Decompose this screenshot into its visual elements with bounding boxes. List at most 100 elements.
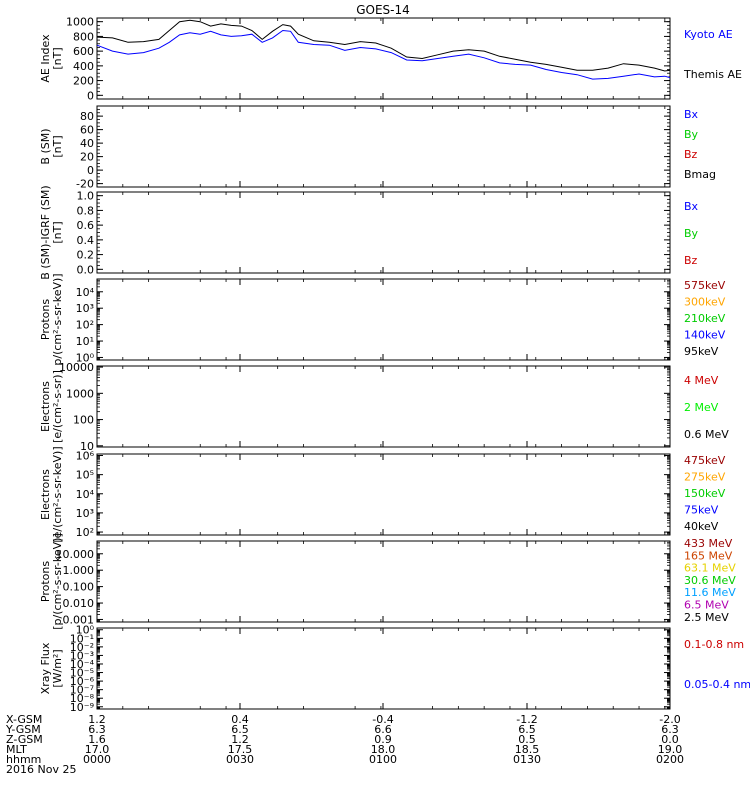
y-tick-label: 10000: [59, 361, 94, 374]
x-axis-value: 6.3: [88, 723, 106, 736]
themis-ae-line: [96, 19, 671, 72]
x-axis-value: 0200: [656, 753, 684, 766]
panel-frame: [96, 627, 671, 710]
panel-frame: [96, 105, 671, 188]
x-axis-value: 6.3: [661, 723, 679, 736]
y-tick-label: 1000: [66, 16, 94, 29]
x-axis-row-label: X-GSM: [6, 713, 42, 726]
x-axis-value: 6.6: [374, 723, 392, 736]
y-tick-label: 10⁶: [76, 450, 95, 463]
legend-entry: 6.5 MeV: [684, 599, 729, 612]
legend-entry: 575keV: [684, 279, 726, 292]
legend-entry: Kyoto AE: [684, 28, 733, 41]
y-axis-label: AE Index: [39, 34, 52, 83]
x-axis-value: 17.5: [228, 743, 253, 756]
y-tick-label: 10⁴: [76, 488, 95, 501]
y-axis-label: Xray Flux: [39, 642, 52, 694]
x-axis-row-label: Z-GSM: [6, 733, 43, 746]
y-tick-label: 0: [87, 89, 94, 102]
y-tick-label: 80: [80, 110, 94, 123]
y-tick-label: 0.2: [77, 249, 95, 262]
y-tick-label: 10⁻²: [70, 641, 94, 654]
legend-entry: Bz: [684, 254, 698, 267]
panel-frame: [96, 453, 671, 536]
panel-3: 0.00.2 0.4 0.6 0.81.0 B (SM)-IGRF (SM) [nT] Bx…: [39, 185, 699, 279]
y-axis-label: [W/m²]: [51, 649, 64, 687]
x-axis-row-label: Y-GSM: [5, 723, 41, 736]
legend-entry: 2 MeV: [684, 401, 719, 414]
y-tick-label: 10⁴: [76, 286, 95, 299]
x-axis-value: 1.6: [88, 733, 106, 746]
x-axis-value: -2.0: [659, 713, 680, 726]
y-axis-label: Protons: [39, 299, 52, 340]
panel-frame: [96, 365, 671, 448]
legend-entry: Bx: [684, 108, 699, 121]
panel-frame: [96, 191, 671, 274]
y-tick-label: 10⁻⁸: [70, 692, 95, 705]
legend-entry: 11.6 MeV: [684, 586, 736, 599]
x-axis-row-label: MLT: [6, 743, 27, 756]
panel-5: 10 100 1000 10000 Electrons [e/(cm²-s-sr)] 4 M…: [39, 361, 729, 453]
x-axis-value: 1.2: [88, 713, 106, 726]
y-axis-label: B (SM): [39, 128, 52, 164]
legend-entry: Bz: [684, 148, 698, 161]
legend-entry: 433 MeV: [684, 537, 733, 550]
y-tick-label: 200: [73, 75, 94, 88]
legend-entry: 0.05-0.4 nm: [684, 678, 750, 691]
legend-entry: 95keV: [684, 345, 719, 358]
y-tick-label: 0.010: [63, 597, 95, 610]
x-axis-value: -0.4: [372, 713, 393, 726]
panel-7: 0.001 0.010 0.100 1.000 10.000 Protons [p/(cm²…: [39, 533, 736, 630]
panel-frame: [96, 540, 671, 623]
y-axis-label: [p/(cm²-s-sr-keV)]: [51, 533, 64, 630]
y-axis-label: Protons: [39, 561, 52, 602]
y-tick-label: 10¹: [76, 335, 94, 348]
x-axis-value: 17.0: [85, 743, 110, 756]
y-tick-label: 100: [73, 414, 94, 427]
y-tick-label: 1.0: [77, 190, 95, 203]
y-tick-label: 0.0: [77, 263, 95, 276]
y-tick-label: 10⁻¹: [70, 632, 94, 645]
x-axis-value: 0.0: [661, 733, 679, 746]
y-tick-label: 600: [73, 45, 94, 58]
y-tick-label: 1.000: [63, 564, 95, 577]
y-tick-label: -20: [76, 178, 94, 191]
legend-entry: Themis AE: [683, 68, 742, 81]
y-axis-label: [nT]: [51, 135, 64, 157]
x-axis-value: 0100: [369, 753, 397, 766]
y-axis-label: [nT]: [51, 47, 64, 69]
y-axis-label: [e/(cm²-s-sr)]: [51, 370, 64, 443]
y-tick-label: 0.8: [77, 204, 95, 217]
x-axis-value: 0.4: [231, 713, 249, 726]
y-tick-label: 10²: [76, 319, 94, 332]
legend-entry: 30.6 MeV: [684, 574, 736, 587]
panel-4: 10⁰ 10¹ 10² 10³ 10⁴ Protons p/(cm²-s-sr-keV)] 5…: [39, 273, 726, 365]
legend-entry: 140keV: [684, 329, 726, 342]
y-tick-label: 10⁻⁴: [70, 658, 95, 671]
y-axis-label: Electrons: [39, 469, 52, 520]
x-axis-value: 19.0: [658, 743, 683, 756]
legend-entry: 210keV: [684, 312, 726, 325]
legend-entry: 0.6 MeV: [684, 428, 729, 441]
x-axis-value: 18.0: [371, 743, 396, 756]
x-axis-value: 18.5: [515, 743, 540, 756]
y-tick-label: 10.000: [56, 548, 95, 561]
x-axis-value: 0030: [226, 753, 254, 766]
y-tick-label: 0.6: [77, 219, 95, 232]
y-tick-label: 10: [80, 440, 94, 453]
y-axis-label: p/(cm²-s-sr-keV)]: [51, 273, 64, 365]
y-axis-label: B (SM)-IGRF (SM): [39, 185, 52, 279]
y-tick-label: 10²: [76, 526, 94, 539]
y-tick-label: 10⁻³: [70, 649, 94, 662]
panel-6: 10² 10³ 10⁴ 10⁵ 10⁶ Electrons [e/(cm²-s-sr-keV…: [39, 446, 726, 542]
y-tick-label: 0.100: [63, 581, 95, 594]
legend-entry: 4 MeV: [684, 374, 719, 387]
y-tick-label: 10⁻⁶: [70, 675, 95, 688]
legend-entry: 63.1 MeV: [684, 562, 736, 575]
y-tick-label: 10⁵: [76, 469, 94, 482]
x-axis-value: 0130: [513, 753, 541, 766]
